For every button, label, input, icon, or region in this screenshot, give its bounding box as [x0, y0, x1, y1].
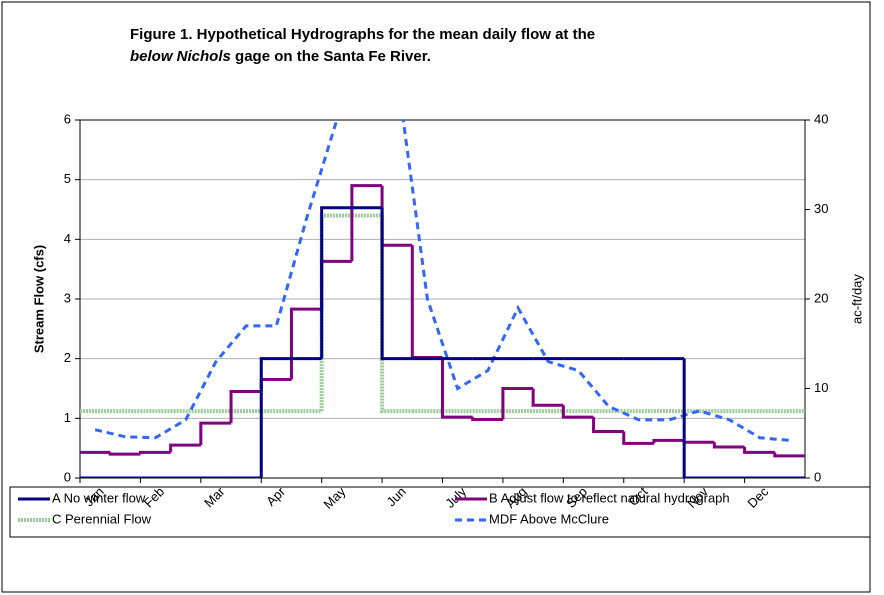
step-segment	[592, 417, 624, 433]
step-segment	[682, 440, 715, 444]
step-segment	[259, 378, 292, 392]
y-tick-label: 0	[64, 469, 71, 484]
y-tick-label: 5	[64, 171, 71, 186]
frame	[1, 1, 871, 593]
step-segment	[531, 388, 564, 407]
step-segment	[773, 452, 805, 458]
y2-tick-label: 0	[814, 469, 821, 484]
step-segment	[229, 389, 262, 424]
step-segment	[319, 213, 352, 412]
step-segment	[169, 443, 201, 453]
step-segment	[561, 405, 594, 419]
y2-tick-label: 40	[814, 111, 828, 126]
series-group	[80, 120, 805, 478]
step-segment	[682, 358, 715, 478]
chart-title: below Nichols	[130, 48, 231, 65]
step-segment	[138, 450, 171, 455]
y-tick-label: 3	[64, 290, 71, 305]
step-segment	[471, 417, 503, 422]
y-tick-label: 1	[64, 410, 71, 425]
step-segment	[410, 245, 443, 359]
step-segment	[743, 446, 775, 454]
y-tick-label: 4	[64, 231, 71, 246]
step-segment	[108, 452, 141, 456]
step-segment	[380, 207, 413, 361]
step-segment	[320, 259, 352, 310]
chart-title: Figure 1. Hypothetical Hydrographs for t…	[130, 26, 595, 43]
step-segment	[441, 357, 473, 419]
step-segment	[380, 215, 413, 414]
legend-label: C Perennial Flow	[52, 511, 152, 526]
mdf-line	[94, 120, 791, 442]
step-segment	[320, 206, 352, 359]
chart-title: gage on the Santa Fe River.	[231, 48, 431, 65]
y2-tick-label: 20	[814, 290, 828, 305]
y2-axis-label: ac-ft/day	[849, 274, 864, 324]
legend	[9, 486, 871, 538]
legend-label: B Adjust flow to reflect natural hydrogr…	[489, 490, 730, 505]
y2-tick-label: 10	[814, 380, 828, 395]
step-segment	[622, 431, 654, 445]
legend-label: MDF Above McClure	[489, 511, 609, 526]
y-tick-label: 2	[64, 350, 71, 365]
y2-tick-label: 30	[814, 201, 828, 216]
step-segment	[259, 357, 292, 478]
legend-label: A No winter flow	[52, 490, 146, 505]
chart-title: below Nichols gage on the Santa Fe River…	[130, 48, 431, 65]
step-segment	[199, 421, 232, 446]
step-segment	[350, 184, 383, 262]
y-axis-label: Stream Flow (cfs)	[31, 245, 46, 353]
step-segment	[289, 307, 322, 380]
y-tick-label: 6	[64, 111, 71, 126]
step-segment	[501, 387, 534, 420]
step-segment	[712, 442, 745, 449]
step-segment	[652, 438, 685, 444]
step-segment	[380, 185, 413, 247]
